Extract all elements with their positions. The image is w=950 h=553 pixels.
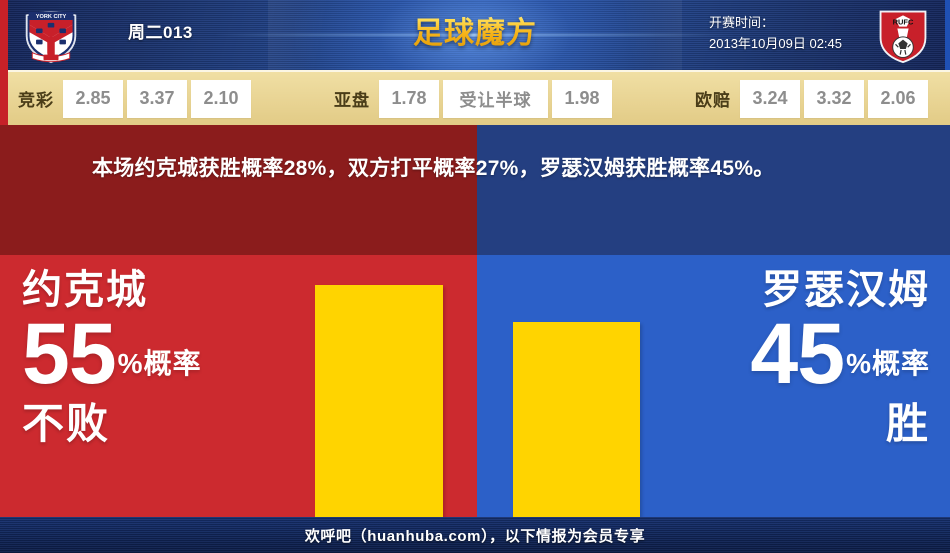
away-percent-value: 45 (750, 306, 845, 402)
probability-panels: 约克城 55 %概率 不败 罗瑟汉姆 45 %概率 胜 (0, 255, 950, 517)
odds-label-european: 欧赔 (695, 91, 731, 110)
footer-bar: 欢呼吧（huanhuba.com），以下情报为会员专享 (0, 517, 950, 553)
home-result-word: 不败 (22, 400, 111, 448)
odds-cell-jingcai-home[interactable]: 2.85 (63, 79, 123, 118)
match-header: YORK CITY 周二013 足球魔方 开赛时间： 2013年10月09日 0… (0, 0, 950, 70)
match-number: 周二013 (128, 23, 193, 42)
footer-text: 欢呼吧（huanhuba.com），以下情报为会员专享 (304, 527, 646, 545)
home-percent-value: 55 (22, 306, 117, 402)
odds-cell-handicap-home[interactable]: 1.78 (379, 79, 439, 118)
left-red-edge-stripe (0, 0, 8, 125)
odds-cell-european-draw[interactable]: 3.32 (804, 79, 864, 118)
summary-band: 本场约克城获胜概率28%，双方打平概率27%，罗瑟汉姆获胜概率45%。 (0, 125, 950, 255)
header-diagonal-left (268, 0, 358, 70)
header-diagonal-right (592, 0, 682, 70)
away-team-name: 罗瑟汉姆 (762, 268, 930, 312)
odds-group-jingcai: 竞彩 2.85 3.37 2.10 (18, 79, 255, 118)
away-team-crest-icon: RUFC (879, 10, 927, 64)
site-logo-text: 足球魔方 (413, 8, 537, 52)
away-percent-row: 45 %概率 (750, 306, 930, 402)
kickoff-time-block: 开赛时间： 2013年10月09日 02:45 (709, 12, 842, 55)
odds-cell-jingcai-draw[interactable]: 3.37 (127, 79, 187, 118)
kickoff-value: 2013年10月09日 02:45 (709, 36, 842, 52)
odds-label-jingcai: 竞彩 (18, 91, 54, 110)
summary-band-left-half (0, 125, 477, 255)
away-probability-bar (513, 322, 640, 517)
odds-cell-jingcai-away[interactable]: 2.10 (191, 79, 251, 118)
svg-text:YORK CITY: YORK CITY (36, 14, 67, 20)
away-percent-suffix: %概率 (846, 348, 930, 380)
odds-cell-handicap-line[interactable]: 受让半球 (443, 79, 548, 118)
odds-group-asian-handicap: 亚盘 1.78 受让半球 1.98 (334, 79, 616, 118)
summary-text: 本场约克城获胜概率28%，双方打平概率27%，罗瑟汉姆获胜概率45%。 (92, 157, 775, 180)
home-percent-row: 55 %概率 (22, 306, 202, 402)
home-percent-suffix: %概率 (117, 348, 202, 380)
kickoff-label: 开赛时间： (709, 15, 775, 30)
home-probability-bar (315, 285, 443, 517)
odds-group-european: 欧赔 3.24 3.32 2.06 (695, 79, 932, 118)
home-team-name: 约克城 (22, 268, 148, 312)
home-team-crest-icon: YORK CITY (25, 11, 77, 64)
away-result-word: 胜 (885, 400, 930, 448)
summary-band-right-half (477, 125, 950, 255)
odds-bar: 竞彩 2.85 3.37 2.10 亚盘 1.78 受让半球 1.98 欧赔 3… (0, 70, 950, 125)
away-team-block: 罗瑟汉姆 45 %概率 胜 (750, 269, 930, 446)
home-team-block: 约克城 55 %概率 不败 (22, 269, 202, 446)
odds-label-asian-handicap: 亚盘 (334, 91, 370, 110)
odds-cell-handicap-away[interactable]: 1.98 (552, 79, 612, 118)
svg-text:RUFC: RUFC (893, 18, 914, 27)
odds-cell-european-away[interactable]: 2.06 (868, 79, 928, 118)
odds-cell-european-home[interactable]: 3.24 (740, 79, 800, 118)
site-logo[interactable]: 足球魔方 (413, 8, 537, 52)
header-right-edge (945, 0, 950, 70)
